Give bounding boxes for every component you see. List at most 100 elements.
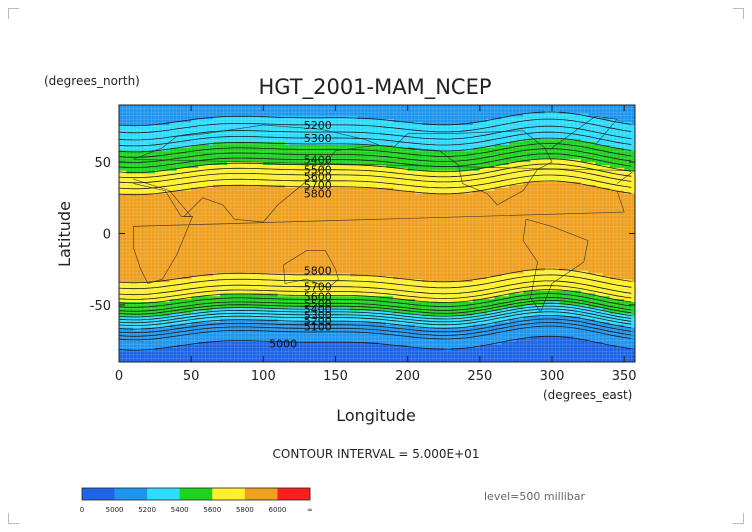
fill-cell — [414, 264, 423, 269]
fill-cell — [458, 224, 466, 229]
fill-cell — [126, 230, 134, 234]
fill-cell — [378, 170, 387, 175]
fill-cell — [544, 299, 553, 303]
fill-cell — [393, 130, 401, 135]
fill-cell — [595, 147, 604, 152]
fill-cell — [169, 113, 178, 117]
fill-cell — [378, 293, 387, 297]
fill-cell — [227, 210, 235, 215]
fill-cell — [241, 276, 250, 280]
fill-cell — [176, 167, 185, 172]
fill-cell — [393, 136, 401, 140]
fill-cell — [328, 207, 337, 212]
fill-cell — [191, 242, 199, 246]
fill-cell — [119, 224, 127, 229]
fill-cell — [602, 276, 611, 280]
fill-cell — [176, 199, 185, 203]
fill-cell — [212, 193, 221, 197]
fill-cell — [443, 147, 452, 152]
fill-cell — [292, 204, 300, 209]
fill-cell — [624, 290, 632, 294]
fill-cell — [220, 276, 228, 280]
fill-cell — [321, 239, 329, 243]
fill-cell — [479, 259, 488, 263]
fill-cell — [248, 224, 257, 229]
fill-cell — [595, 113, 604, 117]
fill-cell — [616, 142, 625, 146]
fill-cell — [530, 210, 539, 215]
fill-cell — [299, 213, 308, 217]
fill-cell — [378, 162, 387, 166]
fill-cell — [220, 159, 228, 163]
fill-cell — [515, 130, 524, 135]
fill-cell — [328, 250, 337, 254]
fill-cell — [479, 242, 488, 246]
fill-cell — [422, 176, 430, 180]
fill-cell — [400, 130, 409, 135]
fill-cell — [241, 159, 250, 163]
fill-cell — [198, 142, 207, 146]
fill-cell — [458, 107, 466, 112]
fill-cell — [284, 153, 293, 157]
fill-cell — [609, 105, 618, 109]
fill-cell — [465, 150, 474, 155]
fill-cell — [126, 239, 134, 243]
fill-cell — [631, 204, 636, 209]
fill-cell — [270, 299, 279, 303]
fill-cell — [573, 107, 582, 112]
fill-cell — [126, 262, 134, 266]
fill-cell — [371, 153, 380, 157]
fill-cell — [458, 276, 466, 280]
fill-cell — [573, 124, 582, 129]
fill-cell — [494, 236, 502, 240]
fill-cell — [443, 119, 452, 123]
fill-cell — [313, 196, 322, 200]
fill-cell — [371, 179, 380, 183]
fill-cell — [191, 256, 199, 260]
fill-cell — [530, 279, 539, 283]
fill-cell — [393, 139, 401, 143]
fill-cell — [609, 202, 618, 206]
fill-cell — [284, 182, 293, 186]
fill-cell — [335, 216, 344, 220]
fill-cell — [205, 173, 214, 177]
fill-cell — [371, 202, 380, 206]
fill-cell — [292, 133, 300, 137]
fill-cell — [616, 279, 625, 283]
fill-cell — [162, 287, 171, 292]
fill-cell — [422, 139, 430, 143]
fill-cell — [162, 167, 171, 172]
fill-cell — [241, 164, 250, 169]
fill-cell — [616, 256, 625, 260]
fill-cell — [443, 159, 452, 163]
fill-cell — [270, 250, 279, 254]
fill-cell — [508, 162, 517, 166]
fill-cell — [631, 259, 636, 263]
fill-cell — [140, 110, 149, 115]
fill-cell — [119, 233, 127, 237]
fill-cell — [342, 193, 351, 197]
fill-cell — [501, 262, 510, 266]
fill-cell — [624, 262, 632, 266]
fill-cell — [162, 224, 171, 229]
fill-cell — [429, 222, 438, 226]
fill-cell — [450, 184, 459, 189]
fill-cell — [429, 170, 438, 175]
fill-cell — [133, 282, 142, 286]
fill-cell — [263, 282, 272, 286]
fill-cell — [515, 299, 524, 303]
fill-cell — [523, 150, 531, 155]
fill-cell — [537, 204, 546, 209]
fill-cell — [133, 256, 142, 260]
fill-cell — [515, 133, 524, 137]
fill-cell — [443, 113, 452, 117]
fill-cell — [256, 299, 264, 303]
fill-cell — [147, 184, 156, 189]
fill-cell — [378, 219, 387, 223]
fill-cell — [270, 216, 279, 220]
fill-cell — [386, 156, 394, 160]
fill-cell — [472, 239, 481, 243]
fill-cell — [559, 216, 567, 220]
fill-cell — [501, 299, 510, 303]
fill-cell — [119, 105, 127, 109]
